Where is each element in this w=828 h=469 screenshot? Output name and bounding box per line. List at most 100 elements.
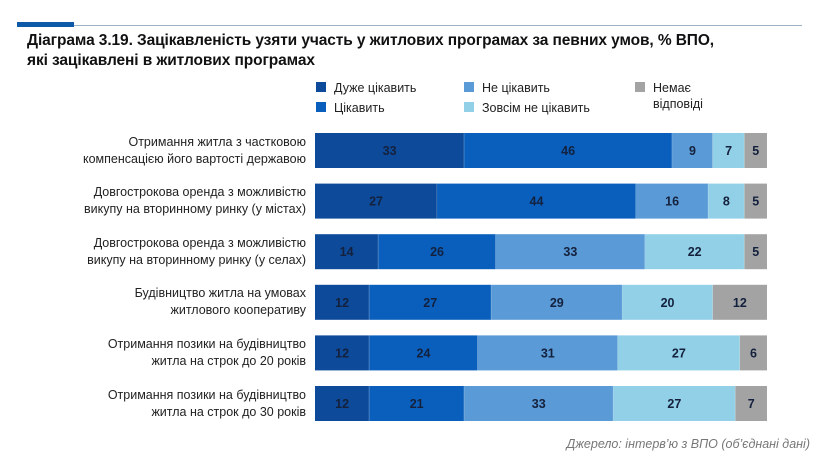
bar-value-label: 44	[530, 195, 544, 209]
bar-row: 12 27 29 20 12	[315, 284, 767, 320]
category-label: Довгострокова оренда з можливістю викупу…	[40, 184, 306, 218]
category-label-line: Отримання позики на будівництво	[107, 387, 306, 402]
bar-segment	[315, 284, 370, 320]
bar-value-label: 33	[563, 245, 577, 259]
bar-segment	[315, 133, 465, 168]
bar-value-label: 27	[667, 397, 681, 411]
bar-segment	[315, 234, 379, 270]
bar-value-label: 12	[733, 296, 747, 310]
legend-label: Цікавить	[334, 101, 385, 115]
bar-value-label: 27	[672, 346, 686, 360]
bar-value-label: 46	[561, 144, 575, 158]
bar-value-label: 12	[335, 346, 349, 360]
chart-legend: Дуже цікавить Цікавить Не цікавить Зовсі…	[316, 80, 796, 120]
category-label-line: компенсацією його вартості державою	[82, 151, 306, 166]
bar-value-label: 21	[410, 397, 424, 411]
category-label-line: житлового кооперативу	[170, 303, 306, 318]
bar-value-label: 9	[689, 144, 696, 158]
bar-value-label: 12	[335, 397, 349, 411]
bar-value-label: 6	[750, 346, 757, 360]
bar-segment	[672, 133, 713, 168]
bar-segment	[369, 335, 478, 371]
legend-swatch	[464, 102, 474, 112]
bar-value-label: 26	[430, 245, 444, 259]
bar-segment	[369, 386, 465, 421]
bar-segment	[708, 183, 745, 219]
bar-segment	[495, 234, 645, 270]
bar-segment	[712, 284, 767, 320]
header-accent-bar	[17, 22, 74, 27]
bar-segment	[712, 133, 745, 168]
bar-row: 33 46 9 7 5	[315, 133, 767, 168]
category-label: Довгострокова оренда з можливістю викупу…	[40, 235, 306, 269]
chart-title-line-1: Діаграма 3.19. Зацікавленість узяти учас…	[27, 32, 715, 49]
bar-value-label: 14	[340, 245, 354, 259]
bar-row: 27 44 16 8 5	[315, 183, 767, 219]
bar-value-label: 27	[423, 296, 437, 310]
bar-value-label: 20	[661, 296, 675, 310]
bar-segment	[644, 234, 745, 270]
bar-segment	[315, 183, 438, 219]
category-label-line: Довгострокова оренда з можливістю	[93, 235, 306, 250]
legend-item-very-interested: Дуже цікавить	[316, 80, 416, 96]
legend-label: Зовсім не цікавить	[482, 101, 590, 115]
chart-title: Діаграма 3.19. Зацікавленість узяти учас…	[27, 31, 817, 71]
legend-label: Дуже цікавить	[334, 81, 417, 95]
legend-label: Не цікавить	[482, 81, 550, 95]
bar-segment	[315, 335, 370, 371]
bar-segment	[635, 183, 709, 219]
bar-value-label: 12	[335, 296, 349, 310]
bar-segment	[739, 335, 767, 371]
header-rule	[17, 25, 802, 26]
legend-label-line-1: Немає	[653, 81, 691, 95]
bar-row: 12 21 33 27 7	[315, 386, 767, 421]
bar-value-label: 29	[550, 296, 564, 310]
bar-segment	[744, 133, 767, 168]
legend-item-not-interested: Не цікавить	[464, 80, 550, 96]
legend-item-no-answer: Немає відповіді	[635, 80, 703, 112]
legend-swatch	[464, 82, 474, 92]
bar-value-label: 7	[748, 397, 755, 411]
bar-segment	[744, 183, 767, 219]
bar-row: 12 24 31 27 6	[315, 335, 767, 371]
bar-segment	[464, 386, 614, 421]
source-note: Джерело: інтерв’ю з ВПО (об’єднані дані)	[566, 437, 810, 451]
bar-segment	[369, 284, 492, 320]
bar-value-label: 27	[369, 195, 383, 209]
bar-value-label: 5	[752, 144, 759, 158]
bar-segment	[617, 335, 740, 371]
category-label-line: викупу на вторинному ринку (у містах)	[84, 202, 306, 217]
category-label-line: Отримання позики на будівництво	[107, 336, 306, 351]
bar-row: 14 26 33 22 5	[315, 234, 767, 270]
legend-swatch	[635, 82, 645, 92]
bar-segment	[491, 284, 623, 320]
category-label-line: Довгострокова оренда з можливістю	[93, 185, 306, 200]
category-label: Отримання житла з частковою компенсацією…	[40, 134, 306, 168]
category-label-line: викупу на вторинному ринку (у селах)	[87, 252, 306, 267]
category-label: Отримання позики на будівництво житла на…	[40, 336, 306, 370]
bar-value-label: 33	[383, 144, 397, 158]
bar-value-label: 33	[532, 397, 546, 411]
category-label-line: житла на строк до 20 років	[151, 353, 306, 368]
bar-segment	[613, 386, 736, 421]
bar-segment	[464, 133, 673, 168]
bar-value-label: 24	[417, 346, 431, 360]
legend-label: Немає відповіді	[653, 80, 703, 112]
bar-segment	[437, 183, 636, 219]
bar-segment	[744, 234, 767, 270]
category-label: Будівництво житла на умовах житлового ко…	[40, 285, 306, 319]
legend-item-interested: Цікавить	[316, 100, 385, 116]
bar-value-label: 22	[688, 245, 702, 259]
bar-value-label: 8	[723, 195, 730, 209]
bar-segment	[378, 234, 496, 270]
legend-swatch	[316, 82, 326, 92]
chart-title-line-2: які зацікавлені в житлових програмах	[27, 52, 315, 69]
category-label-line: житла на строк до 30 років	[151, 404, 306, 419]
bar-segment	[315, 386, 370, 421]
category-label: Отримання позики на будівництво житла на…	[40, 387, 306, 421]
bar-value-label: 16	[665, 195, 679, 209]
category-label-line: Отримання житла з частковою	[128, 134, 306, 149]
bar-value-label: 7	[725, 144, 732, 158]
category-label-line: Будівництво житла на умовах	[134, 286, 306, 301]
